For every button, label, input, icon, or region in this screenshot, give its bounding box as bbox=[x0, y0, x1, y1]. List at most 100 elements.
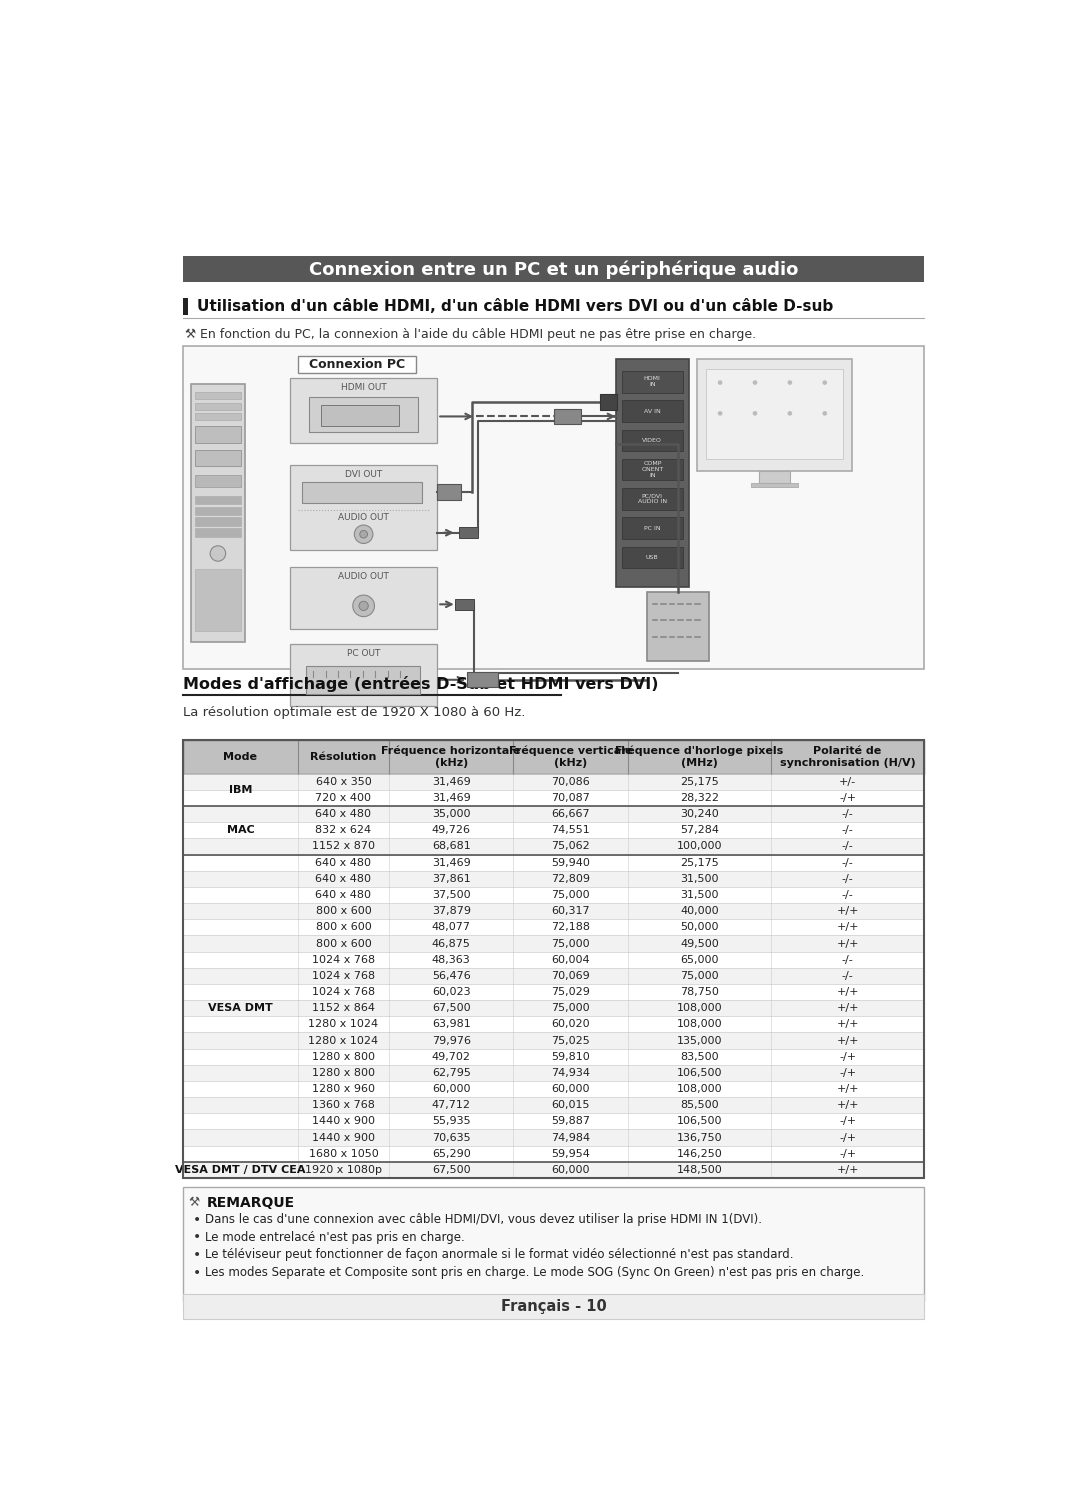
Text: 75,029: 75,029 bbox=[551, 988, 590, 996]
Text: +/+: +/+ bbox=[836, 988, 859, 996]
Bar bbox=[194, 426, 241, 444]
Circle shape bbox=[359, 601, 368, 611]
Bar bbox=[183, 838, 924, 855]
Bar bbox=[183, 1146, 924, 1162]
Circle shape bbox=[823, 381, 827, 385]
Bar bbox=[194, 475, 241, 487]
Circle shape bbox=[823, 411, 827, 415]
Bar bbox=[309, 397, 418, 432]
Bar bbox=[554, 409, 581, 424]
Bar bbox=[647, 592, 708, 662]
Text: Le téléviseur peut fonctionner de façon anormale si le format vidéo sélectionné : Le téléviseur peut fonctionner de façon … bbox=[205, 1249, 793, 1261]
Text: AUDIO OUT: AUDIO OUT bbox=[338, 512, 389, 521]
Text: -/-: -/- bbox=[841, 971, 853, 982]
Text: 60,023: 60,023 bbox=[432, 988, 471, 996]
Text: REMARQUE: REMARQUE bbox=[206, 1195, 295, 1210]
Text: 48,363: 48,363 bbox=[432, 955, 471, 965]
Text: 60,004: 60,004 bbox=[551, 955, 590, 965]
Bar bbox=[291, 568, 437, 629]
Text: 30,240: 30,240 bbox=[680, 810, 719, 819]
Text: 640 x 480: 640 x 480 bbox=[315, 874, 372, 884]
Bar bbox=[183, 1082, 924, 1097]
Text: 1152 x 864: 1152 x 864 bbox=[312, 1002, 375, 1013]
Text: -/+: -/+ bbox=[839, 1149, 856, 1159]
Bar bbox=[298, 357, 416, 374]
Text: -/-: -/- bbox=[841, 810, 853, 819]
Text: 31,469: 31,469 bbox=[432, 777, 471, 787]
Text: -/-: -/- bbox=[841, 858, 853, 868]
Text: 62,795: 62,795 bbox=[432, 1068, 471, 1077]
Bar bbox=[183, 1065, 924, 1082]
Text: 1360 x 768: 1360 x 768 bbox=[312, 1100, 375, 1110]
Bar bbox=[751, 483, 798, 487]
Bar bbox=[306, 666, 420, 693]
Bar bbox=[194, 402, 241, 409]
Bar bbox=[321, 405, 399, 426]
Text: Connexion PC: Connexion PC bbox=[309, 359, 405, 372]
Circle shape bbox=[353, 595, 375, 617]
Text: 72,809: 72,809 bbox=[551, 874, 590, 884]
Text: 85,500: 85,500 bbox=[680, 1100, 719, 1110]
Bar bbox=[183, 999, 924, 1016]
Text: 74,934: 74,934 bbox=[551, 1068, 590, 1077]
Text: +/+: +/+ bbox=[836, 922, 859, 932]
Text: MAC: MAC bbox=[227, 825, 254, 835]
Bar bbox=[600, 394, 617, 409]
Text: 50,000: 50,000 bbox=[680, 922, 719, 932]
Circle shape bbox=[718, 411, 723, 415]
Text: 1440 x 900: 1440 x 900 bbox=[312, 1116, 375, 1126]
Bar bbox=[194, 569, 241, 630]
Text: 31,500: 31,500 bbox=[680, 890, 719, 899]
Text: Les modes Separate et Composite sont pris en charge. Le mode SOG (Sync On Green): Les modes Separate et Composite sont pri… bbox=[205, 1267, 864, 1279]
Text: +/+: +/+ bbox=[836, 1019, 859, 1029]
Bar bbox=[183, 968, 924, 985]
Text: 720 x 400: 720 x 400 bbox=[315, 793, 372, 802]
Text: 640 x 350: 640 x 350 bbox=[315, 777, 372, 787]
Text: 55,935: 55,935 bbox=[432, 1116, 471, 1126]
Circle shape bbox=[354, 524, 373, 544]
Bar bbox=[437, 484, 460, 499]
Bar bbox=[622, 517, 683, 539]
Circle shape bbox=[211, 545, 226, 562]
Text: 108,000: 108,000 bbox=[677, 1019, 723, 1029]
Text: 67,500: 67,500 bbox=[432, 1165, 471, 1174]
Bar bbox=[183, 1049, 924, 1065]
Text: 1024 x 768: 1024 x 768 bbox=[312, 971, 375, 982]
Text: Le mode entrelacé n'est pas pris en charge.: Le mode entrelacé n'est pas pris en char… bbox=[205, 1231, 464, 1245]
Text: 48,077: 48,077 bbox=[432, 922, 471, 932]
Bar bbox=[183, 935, 924, 952]
Text: 75,000: 75,000 bbox=[551, 938, 590, 949]
Text: PC OUT: PC OUT bbox=[347, 648, 380, 657]
Text: 1280 x 1024: 1280 x 1024 bbox=[309, 1035, 378, 1046]
Text: 148,500: 148,500 bbox=[677, 1165, 723, 1174]
Text: HDMI OUT: HDMI OUT bbox=[341, 382, 387, 391]
Bar bbox=[183, 740, 924, 1177]
Text: •: • bbox=[193, 1265, 201, 1280]
Text: 59,940: 59,940 bbox=[551, 858, 590, 868]
Text: 70,069: 70,069 bbox=[551, 971, 590, 982]
Text: Modes d'affichage (entrées D-Sub et HDMI vers DVI): Modes d'affichage (entrées D-Sub et HDMI… bbox=[183, 677, 659, 692]
Bar bbox=[194, 450, 241, 466]
Circle shape bbox=[718, 381, 723, 385]
Bar bbox=[183, 1188, 924, 1301]
Text: 72,188: 72,188 bbox=[551, 922, 590, 932]
Text: 79,976: 79,976 bbox=[432, 1035, 471, 1046]
Text: 75,062: 75,062 bbox=[551, 841, 590, 852]
Text: 640 x 480: 640 x 480 bbox=[315, 810, 372, 819]
Text: HDMI
IN: HDMI IN bbox=[644, 376, 661, 387]
Text: 59,810: 59,810 bbox=[551, 1052, 590, 1062]
Text: 31,469: 31,469 bbox=[432, 793, 471, 802]
Text: -/+: -/+ bbox=[839, 1132, 856, 1143]
Text: 49,500: 49,500 bbox=[680, 938, 719, 949]
Text: 108,000: 108,000 bbox=[677, 1002, 723, 1013]
Text: En fonction du PC, la connexion à l'aide du câble HDMI peut ne pas être prise en: En fonction du PC, la connexion à l'aide… bbox=[200, 329, 756, 341]
Text: +/+: +/+ bbox=[836, 938, 859, 949]
Bar bbox=[183, 774, 924, 790]
Text: 60,020: 60,020 bbox=[551, 1019, 590, 1029]
Text: 47,712: 47,712 bbox=[432, 1100, 471, 1110]
Text: 100,000: 100,000 bbox=[677, 841, 723, 852]
Text: 57,284: 57,284 bbox=[680, 825, 719, 835]
Bar bbox=[622, 547, 683, 568]
Text: 106,500: 106,500 bbox=[677, 1116, 723, 1126]
Text: Polarité de
synchronisation (H/V): Polarité de synchronisation (H/V) bbox=[780, 746, 916, 768]
